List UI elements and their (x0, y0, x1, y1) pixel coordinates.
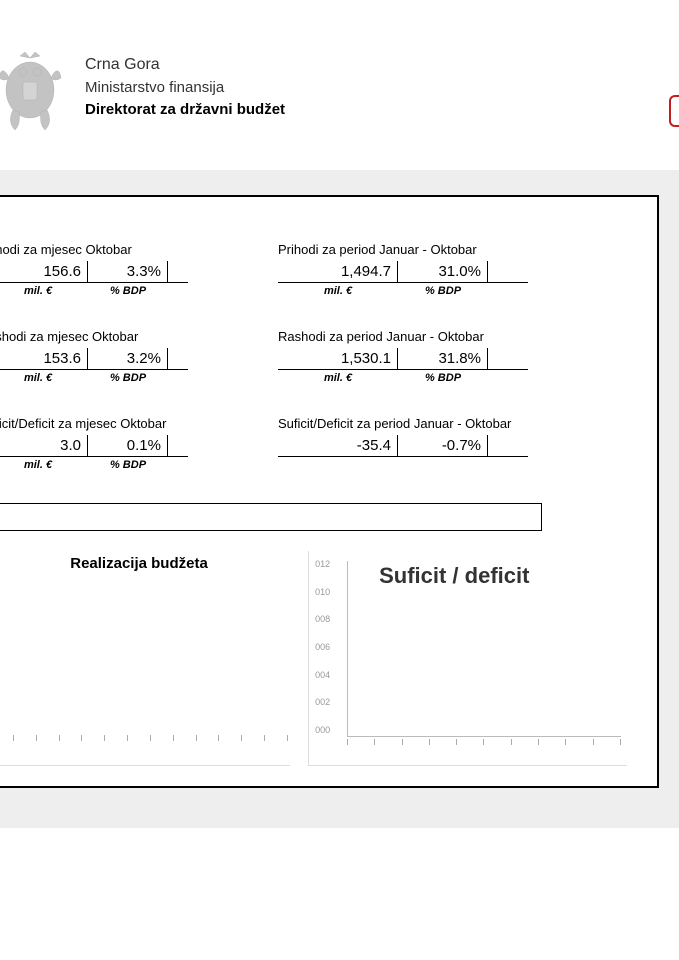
blank-bar (0, 503, 542, 531)
chart-title: Realizacija budžeta (0, 551, 290, 572)
x-tick (13, 735, 14, 741)
chart-right-y-axis: 012 010 008 006 004 002 000 (315, 559, 343, 735)
x-tick (218, 735, 219, 741)
country-name: Crna Gora (85, 56, 285, 74)
y-axis-label: 012 (315, 559, 343, 569)
unit-pct-label: % BDP (88, 372, 168, 384)
metric-title: uficit/Deficit za mjesec Oktobar (0, 416, 188, 431)
unit-currency-label: mil. € (0, 285, 88, 297)
unit-currency-label: mil. € (278, 285, 398, 297)
chart-realizacija: Realizacija budžeta (0, 551, 290, 766)
y-axis-label: 006 (315, 642, 343, 652)
coat-of-arms-icon (0, 50, 65, 140)
metric-value-pct: 3.2% (88, 348, 168, 369)
x-tick (456, 739, 457, 745)
metric-value-currency: 1,530.1 (278, 348, 398, 369)
x-tick (81, 735, 82, 741)
metric-title: rihodi za mjesec Oktobar (0, 242, 188, 257)
metric-deficit-month: uficit/Deficit za mjesec Oktobar 3.0 0.1… (0, 416, 188, 471)
charts-row: Realizacija budžeta Suficit / deficit 01… (0, 551, 627, 766)
chart-right-plot-area (347, 561, 621, 737)
unit-pct-label: % BDP (398, 372, 488, 384)
main-panel: rihodi za mjesec Oktobar 156.6 3.3% mil.… (0, 195, 659, 788)
metric-value-currency: 156.6 (0, 261, 88, 282)
metric-value-currency: 1,494.7 (278, 261, 398, 282)
x-tick (511, 739, 512, 745)
x-tick (59, 735, 60, 741)
x-tick (402, 739, 403, 745)
unit-pct-label: % BDP (398, 285, 488, 297)
chart-left-x-axis (0, 735, 288, 749)
metric-title: ashodi za mjesec Oktobar (0, 329, 188, 344)
unit-currency-label: mil. € (278, 372, 398, 384)
chart-suficit-deficit: Suficit / deficit 012010008006004002000 (308, 551, 627, 766)
metrics-row-deficit: uficit/Deficit za mjesec Oktobar 3.0 0.1… (0, 416, 627, 471)
metric-prihodi-period: Prihodi za period Januar - Oktobar 1,494… (278, 242, 528, 297)
x-tick (620, 739, 621, 745)
x-tick (36, 735, 37, 741)
header-text-block: Crna Gora Ministarstvo finansija Direkto… (85, 50, 285, 118)
metric-value-pct: 31.0% (398, 261, 488, 282)
unit-pct-label: % BDP (88, 459, 168, 471)
x-tick (374, 739, 375, 745)
y-axis-label: 002 (315, 697, 343, 707)
page-header: Crna Gora Ministarstvo finansija Direkto… (0, 0, 679, 170)
ministry-name: Ministarstvo finansija (85, 79, 285, 96)
metric-value-pct: 3.3% (88, 261, 168, 282)
x-tick (593, 739, 594, 745)
x-tick (241, 735, 242, 741)
chart-right-x-axis (347, 739, 621, 747)
metric-rashodi-month: ashodi za mjesec Oktobar 153.6 3.2% mil.… (0, 329, 188, 384)
metric-value-pct: 31.8% (398, 348, 488, 369)
x-tick (347, 739, 348, 745)
metric-title: Suficit/Deficit za period Januar - Oktob… (278, 416, 528, 431)
red-indicator-icon (669, 95, 679, 127)
y-axis-label: 008 (315, 614, 343, 624)
metric-value-currency: 3.0 (0, 435, 88, 456)
x-tick (104, 735, 105, 741)
x-tick (264, 735, 265, 741)
x-tick (483, 739, 484, 745)
metric-title: Rashodi za period Januar - Oktobar (278, 329, 528, 344)
x-tick (538, 739, 539, 745)
metric-value-pct: -0.7% (398, 435, 488, 456)
metric-prihodi-month: rihodi za mjesec Oktobar 156.6 3.3% mil.… (0, 242, 188, 297)
metric-value-pct: 0.1% (88, 435, 168, 456)
x-tick (127, 735, 128, 741)
metric-value-currency: -35.4 (278, 435, 398, 456)
metric-value-currency: 153.6 (0, 348, 88, 369)
directorate-name: Direktorat za državni budžet (85, 101, 285, 118)
metrics-row-rashodi: ashodi za mjesec Oktobar 153.6 3.2% mil.… (0, 329, 627, 384)
x-tick (429, 739, 430, 745)
metrics-row-prihodi: rihodi za mjesec Oktobar 156.6 3.3% mil.… (0, 242, 627, 297)
metric-rashodi-period: Rashodi za period Januar - Oktobar 1,530… (278, 329, 528, 384)
unit-currency-label: mil. € (0, 372, 88, 384)
y-axis-label: 004 (315, 670, 343, 680)
metric-title: Prihodi za period Januar - Oktobar (278, 242, 528, 257)
y-axis-label: 000 (315, 725, 343, 735)
x-tick (150, 735, 151, 741)
y-axis-label: 010 (315, 587, 343, 597)
x-tick (287, 735, 288, 741)
unit-pct-label: % BDP (88, 285, 168, 297)
x-tick (196, 735, 197, 741)
unit-currency-label: mil. € (0, 459, 88, 471)
x-tick (173, 735, 174, 741)
content-background: rihodi za mjesec Oktobar 156.6 3.3% mil.… (0, 170, 679, 828)
x-tick (565, 739, 566, 745)
metric-deficit-period: Suficit/Deficit za period Januar - Oktob… (278, 416, 528, 471)
